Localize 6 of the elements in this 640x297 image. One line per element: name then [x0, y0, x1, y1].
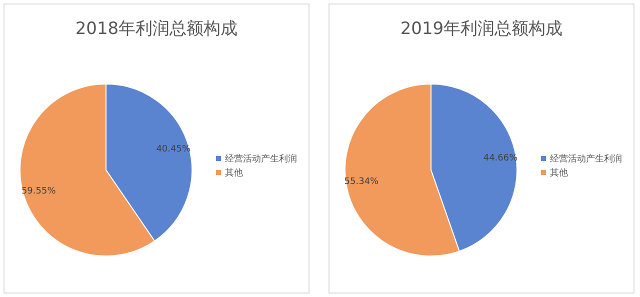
legend-label: 其他: [550, 167, 568, 178]
chart-title: 2019年利润总额构成: [400, 19, 563, 39]
legend-label: 经营活动产生利润: [550, 153, 622, 164]
legend-label: 经营活动产生利润: [225, 153, 297, 164]
chart-title: 2018年利润总额构成: [75, 19, 238, 39]
legend-label: 其他: [225, 167, 243, 178]
